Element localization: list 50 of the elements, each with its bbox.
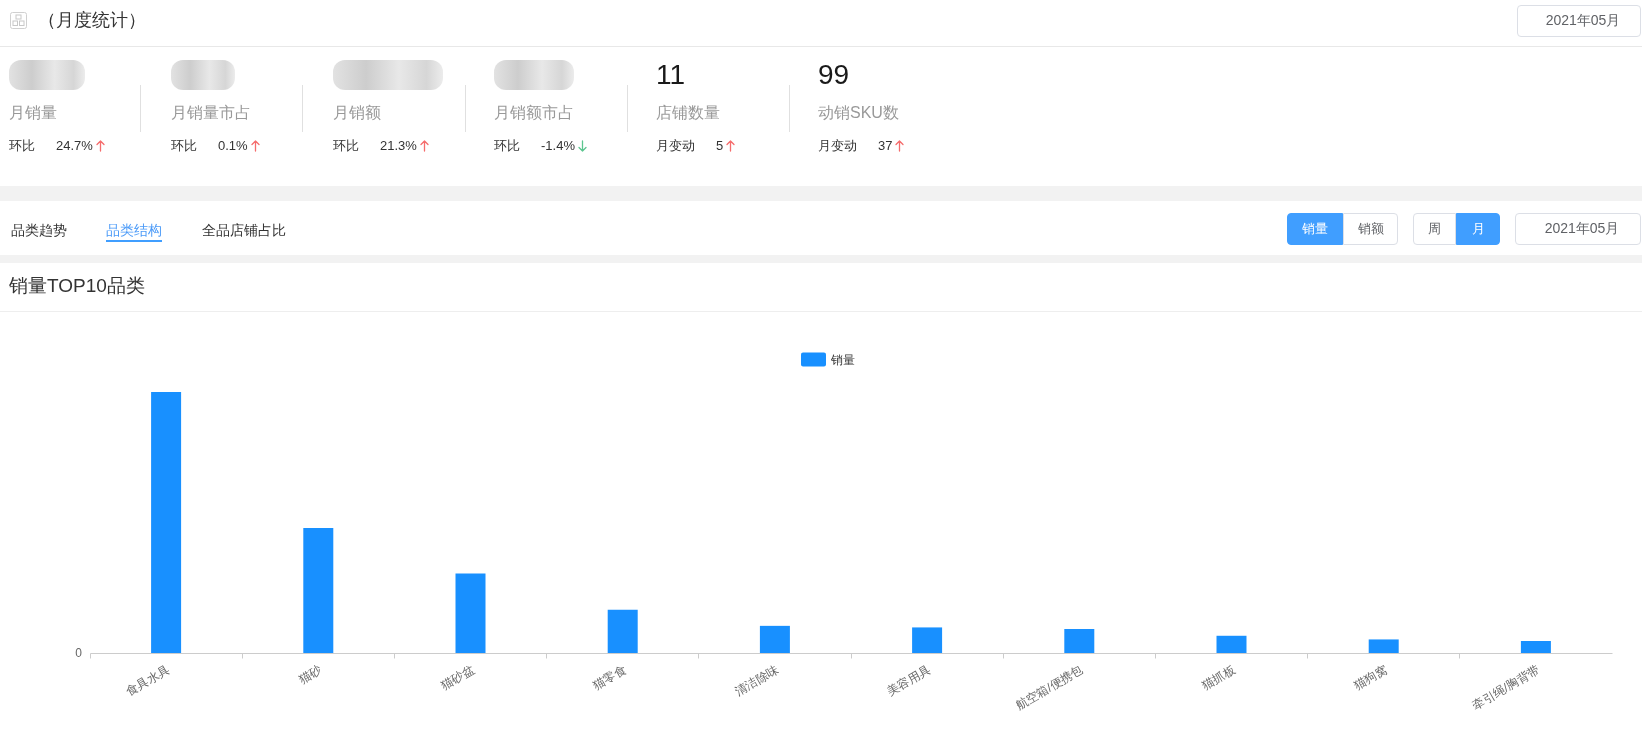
legend-label: 销量 [830, 352, 855, 367]
bar [1368, 639, 1399, 653]
text: 店铺数量 [656, 103, 720, 123]
text: 月变动 [818, 137, 857, 154]
bar [912, 627, 943, 653]
text: 月销量 [9, 103, 57, 123]
toggle-button[interactable]: 周 [1413, 213, 1456, 245]
text: （月度统计） [38, 9, 146, 31]
text: 环比 [171, 137, 197, 154]
x-tick-label: 食具水具 [123, 662, 173, 699]
x-tick-label: 航空箱/便携包 [1013, 662, 1086, 713]
tab[interactable]: 全品店铺占比 [202, 221, 286, 239]
bar [1216, 635, 1247, 653]
x-tick-label: 牵引绳/胸背带 [1469, 662, 1542, 713]
bar [759, 625, 790, 653]
bar [1520, 640, 1551, 653]
bar [455, 573, 486, 653]
text: 99 [818, 58, 850, 92]
bar [607, 609, 638, 653]
text: 月销额 [333, 103, 381, 123]
x-tick-label: 清洁除味 [732, 662, 781, 699]
text: 环比 [494, 137, 520, 154]
bar [303, 527, 334, 653]
text: 环比 [333, 137, 359, 154]
x-tick-label: 猫抓板 [1199, 662, 1238, 693]
chart-title: 销量TOP10品类 [9, 274, 145, 298]
text: 37 [878, 137, 893, 154]
text: 环比 [9, 137, 35, 154]
x-tick-label: 猫砂 [296, 662, 325, 687]
text: 月销额市占 [494, 103, 574, 123]
text: 11 [656, 58, 686, 92]
text: 0 [75, 646, 83, 660]
text: 动销SKU数 [818, 103, 899, 123]
text: 月销量市占 [171, 103, 251, 123]
text: 24.7% [56, 137, 93, 154]
bar [151, 392, 182, 653]
date-field[interactable]: 2021年05月 [1515, 213, 1641, 245]
text: 0.1% [218, 137, 248, 154]
date-field[interactable]: 2021年05月 [1517, 5, 1641, 37]
x-tick-label: 猫砂盆 [438, 662, 477, 693]
text: 21.3% [380, 137, 417, 154]
text: 月变动 [656, 137, 695, 154]
x-tick-label: 猫狗窝 [1351, 662, 1390, 693]
x-tick-label: 美容用具 [884, 662, 934, 699]
x-tick-label: 猫零食 [590, 662, 629, 693]
text: -1.4% [541, 137, 575, 154]
bar [1064, 628, 1095, 653]
text: 5 [716, 137, 724, 154]
toggle-button[interactable]: 销额 [1343, 213, 1398, 245]
tab[interactable]: 品类趋势 [11, 221, 67, 239]
